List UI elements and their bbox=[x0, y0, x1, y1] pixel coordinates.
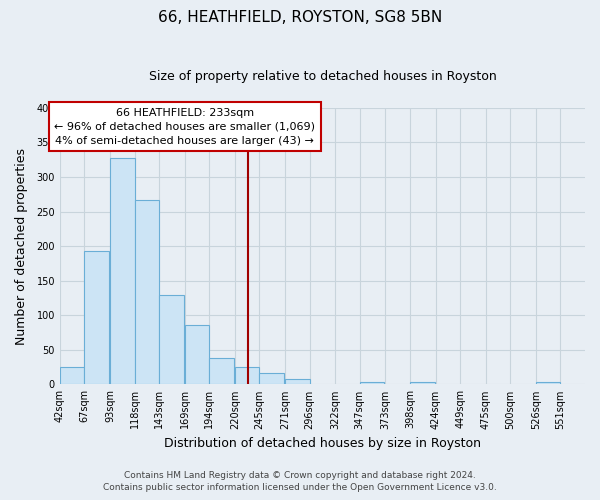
Bar bbox=[85, 251, 109, 384]
X-axis label: Distribution of detached houses by size in Royston: Distribution of detached houses by size … bbox=[164, 437, 481, 450]
Bar bbox=[134, 200, 159, 384]
Bar bbox=[410, 382, 434, 384]
Bar bbox=[235, 367, 259, 384]
Text: Contains HM Land Registry data © Crown copyright and database right 2024.
Contai: Contains HM Land Registry data © Crown c… bbox=[103, 471, 497, 492]
Y-axis label: Number of detached properties: Number of detached properties bbox=[15, 148, 28, 344]
Bar bbox=[536, 382, 560, 384]
Text: 66, HEATHFIELD, ROYSTON, SG8 5BN: 66, HEATHFIELD, ROYSTON, SG8 5BN bbox=[158, 10, 442, 25]
Bar bbox=[60, 367, 85, 384]
Bar bbox=[259, 372, 284, 384]
Bar bbox=[285, 379, 310, 384]
Text: 66 HEATHFIELD: 233sqm
← 96% of detached houses are smaller (1,069)
4% of semi-de: 66 HEATHFIELD: 233sqm ← 96% of detached … bbox=[54, 108, 315, 146]
Bar bbox=[209, 358, 234, 384]
Bar bbox=[185, 325, 209, 384]
Bar bbox=[360, 382, 385, 384]
Bar bbox=[159, 294, 184, 384]
Title: Size of property relative to detached houses in Royston: Size of property relative to detached ho… bbox=[149, 70, 496, 83]
Bar bbox=[110, 158, 134, 384]
